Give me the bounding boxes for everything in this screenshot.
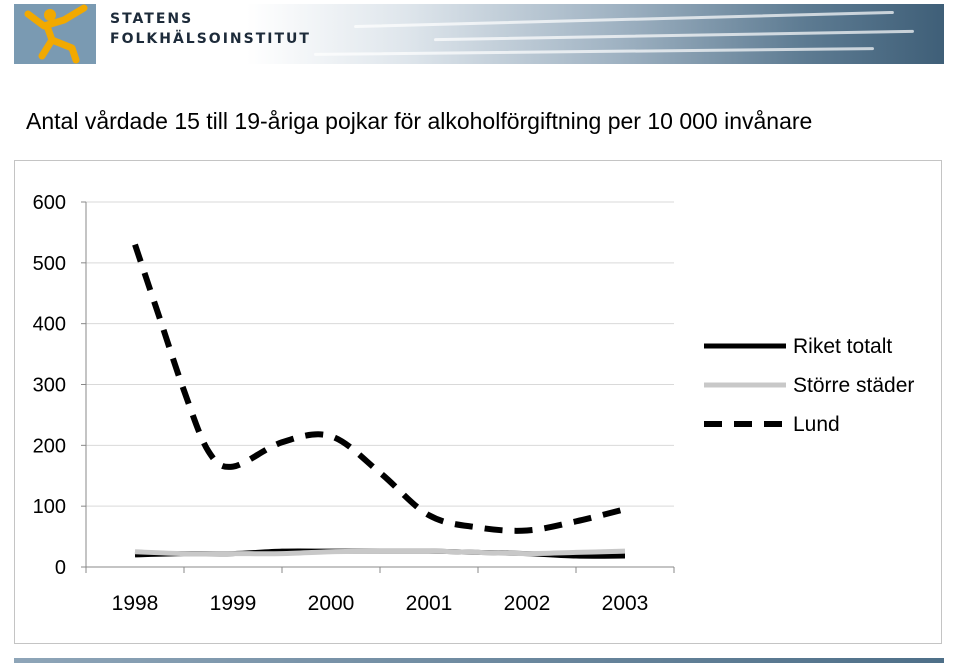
chart-frame — [14, 160, 942, 644]
x-tick-label: 1998 — [112, 592, 159, 615]
y-tick-label: 100 — [33, 496, 66, 518]
legend-label: Lund — [793, 413, 840, 436]
axes — [81, 201, 675, 573]
legend: Riket totalt Större städer Lund — [704, 335, 914, 436]
x-tick-label: 2000 — [308, 592, 355, 615]
gridlines — [86, 201, 674, 507]
x-tick-label: 1999 — [210, 592, 257, 615]
y-axis-ticks: 0 100 200 300 400 500 600 — [33, 192, 66, 579]
header-banner: STATENS FOLKHÄLSOINSTITUT — [14, 4, 944, 64]
y-tick-label: 400 — [33, 314, 66, 336]
x-tick-label: 2003 — [602, 592, 649, 615]
org-name: STATENS FOLKHÄLSOINSTITUT — [110, 9, 311, 49]
series-line-större-städer — [134, 548, 626, 557]
logo — [14, 4, 96, 64]
y-tick-label: 500 — [33, 253, 66, 275]
x-tick-label: 2001 — [406, 592, 453, 615]
footer-bar — [14, 658, 944, 663]
y-tick-label: 200 — [33, 435, 66, 457]
x-axis-ticks: 1998 1999 2000 2001 2002 2003 — [112, 592, 649, 615]
y-tick-label: 600 — [33, 192, 66, 214]
legend-label: Större städer — [793, 374, 914, 397]
x-tick-label: 2002 — [504, 592, 551, 615]
y-tick-label: 0 — [55, 557, 66, 579]
person-jumping-icon — [24, 4, 88, 64]
series-line-lund — [132, 243, 626, 534]
chart-title: Antal vårdade 15 till 19-åriga pojkar fö… — [26, 108, 813, 134]
series-lines — [132, 243, 626, 559]
y-tick-label: 300 — [33, 375, 66, 397]
legend-label: Riket totalt — [793, 335, 892, 358]
org-name-line1: STATENS — [110, 11, 194, 27]
org-name-line2: FOLKHÄLSOINSTITUT — [110, 31, 311, 47]
